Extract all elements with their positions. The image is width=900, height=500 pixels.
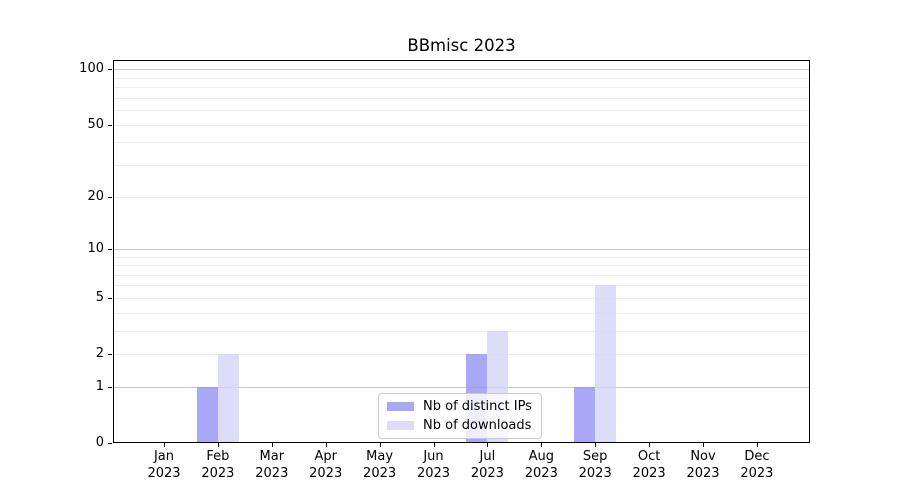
x-tick-1	[164, 443, 165, 447]
y-tick-2	[108, 354, 112, 355]
gridline-y-3	[113, 330, 810, 332]
gridline-y-50	[113, 124, 810, 126]
x-tick-month: May	[366, 449, 394, 464]
x-tick-label-sep-2023: Sep 2023	[563, 448, 627, 482]
gridline-y-20	[113, 196, 810, 198]
x-tick-month: Jun	[423, 449, 444, 464]
x-tick-month: Oct	[637, 449, 661, 464]
x-tick-label-jan-2023: Jan 2023	[132, 448, 196, 482]
plot-area	[113, 60, 810, 443]
gridline-y-10	[113, 248, 810, 250]
x-tick-6	[433, 443, 435, 447]
x-tick-year: 2023	[632, 466, 666, 481]
x-tick-label-dec-2023: Dec 2023	[725, 448, 789, 482]
x-tick-year: 2023	[578, 466, 612, 481]
x-tick-year: 2023	[686, 466, 720, 481]
bar-distinct-ips-feb-2023	[196, 386, 218, 443]
x-tick-label-nov-2023: Nov 2023	[671, 448, 735, 482]
y-tick-100	[108, 69, 112, 71]
y-tick-0	[108, 443, 112, 444]
y-tick-label-1: 1	[95, 378, 104, 394]
x-tick-label-may-2023: May 2023	[348, 448, 412, 482]
gridline-y-1	[113, 386, 810, 388]
x-tick-month: Aug	[528, 449, 554, 464]
gridline-y-80	[113, 87, 810, 89]
y-tick-20	[108, 196, 112, 198]
x-tick-year: 2023	[147, 466, 181, 481]
x-tick-7	[487, 443, 489, 447]
x-tick-4	[325, 443, 327, 447]
legend-label-downloads: Nb of downloads	[423, 418, 532, 433]
x-tick-year: 2023	[363, 466, 397, 481]
bar-downloads-sep-2023	[595, 285, 617, 443]
legend-entry-downloads: Nb of downloads	[387, 418, 532, 433]
y-tick-label-2: 2	[95, 346, 104, 361]
x-tick-year: 2023	[255, 466, 289, 481]
y-tick-label-50: 50	[87, 116, 104, 132]
x-tick-label-jul-2023: Jul 2023	[455, 448, 519, 482]
gridline-y-7	[113, 274, 810, 276]
x-tick-year: 2023	[470, 466, 504, 481]
x-tick-8	[541, 443, 543, 447]
x-tick-label-feb-2023: Feb 2023	[186, 448, 250, 482]
x-tick-5	[379, 443, 381, 447]
y-tick-label-5: 5	[95, 289, 104, 305]
legend-entry-distinct-ips: Nb of distinct IPs	[387, 399, 532, 414]
bar-distinct-ips-sep-2023	[574, 386, 596, 443]
x-tick-label-apr-2023: Apr 2023	[294, 448, 358, 482]
x-tick-month: Dec	[744, 449, 770, 464]
legend-swatch-distinct-ips	[387, 402, 414, 411]
x-tick-10	[649, 443, 651, 447]
gridline-y-8	[113, 265, 810, 267]
x-tick-month: Nov	[690, 449, 716, 464]
gridline-y-60	[113, 110, 810, 112]
x-tick-year: 2023	[416, 466, 451, 481]
chart-title: BBmisc 2023	[407, 36, 516, 55]
x-tick-month: Jul	[479, 449, 496, 464]
legend-swatch-downloads	[387, 421, 414, 430]
y-tick-label-20: 20	[87, 188, 104, 204]
gridline-y-100	[113, 69, 810, 71]
gridline-y-30	[113, 164, 810, 166]
x-tick-11	[703, 443, 704, 447]
x-tick-label-oct-2023: Oct 2023	[617, 448, 681, 482]
x-tick-month: Sep	[582, 449, 608, 464]
gridline-y-5	[113, 297, 810, 299]
y-tick-label-100: 100	[79, 61, 104, 77]
legend-label-distinct-ips: Nb of distinct IPs	[423, 399, 532, 414]
x-tick-month: Mar	[259, 449, 285, 464]
x-tick-month: Jan	[153, 449, 175, 464]
legend: Nb of distinct IPs Nb of downloads	[378, 393, 542, 439]
y-tick-5	[108, 297, 112, 299]
y-tick-50	[108, 124, 112, 126]
gridline-y-6	[113, 285, 810, 287]
gridline-y-4	[113, 312, 810, 314]
y-tick-1	[108, 386, 112, 388]
y-tick-label-10: 10	[87, 240, 104, 256]
bar-downloads-feb-2023	[217, 354, 239, 443]
gridline-y-2	[113, 354, 810, 355]
gridline-y-90	[113, 77, 810, 79]
x-tick-12	[756, 443, 758, 447]
x-tick-month: Feb	[206, 449, 230, 464]
x-tick-year: 2023	[201, 466, 235, 481]
x-tick-year: 2023	[740, 466, 774, 481]
y-tick-10	[108, 248, 112, 250]
x-tick-3	[271, 443, 273, 447]
x-tick-month: Apr	[314, 449, 337, 464]
gridline-y-9	[113, 256, 810, 258]
x-tick-9	[595, 443, 597, 447]
y-tick-label-0: 0	[95, 435, 104, 450]
x-tick-label-mar-2023: Mar 2023	[240, 448, 304, 482]
gridline-y-70	[113, 97, 810, 99]
gridline-y-40	[113, 142, 810, 144]
x-tick-label-jun-2023: Jun 2023	[402, 448, 466, 482]
x-tick-label-aug-2023: Aug 2023	[509, 448, 573, 482]
x-tick-2	[217, 443, 219, 447]
x-tick-year: 2023	[309, 466, 343, 481]
x-tick-year: 2023	[524, 466, 558, 481]
